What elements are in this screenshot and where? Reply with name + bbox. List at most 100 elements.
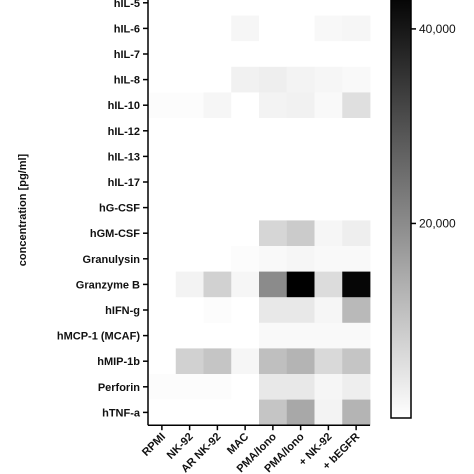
heatmap-cell	[259, 399, 288, 426]
heatmap-cell	[286, 374, 315, 400]
heatmap-cell	[342, 169, 371, 196]
row-label: Granzyme B	[76, 279, 140, 291]
heatmap-cell	[203, 348, 232, 375]
heatmap-cell	[286, 41, 315, 68]
colorbar: 20,000 40,000	[390, 0, 456, 419]
heatmap-cell	[175, 15, 204, 42]
heatmap-cell	[148, 194, 177, 221]
heatmap-cell	[314, 41, 343, 68]
heatmap-cell	[175, 271, 204, 298]
heatmap-cell	[203, 297, 232, 324]
heatmap-cell	[203, 0, 232, 16]
heatmap-cell	[286, 92, 315, 119]
heatmap-cell	[342, 348, 371, 375]
heatmap-cell	[175, 169, 204, 196]
heatmap-cell	[175, 220, 204, 247]
row-label: hMIP-1b	[97, 356, 140, 368]
heatmap-cell	[314, 15, 343, 42]
heatmap-cell	[259, 322, 288, 349]
heatmap-cell	[286, 66, 315, 93]
row-label: hIL-17	[108, 177, 140, 189]
heatmap-cell	[342, 246, 371, 272]
row-label: hIL-6	[114, 23, 140, 35]
heatmap-cell	[148, 297, 177, 324]
heatmap-cell	[148, 399, 177, 426]
heatmap-cell	[203, 41, 232, 68]
heatmap-cell	[314, 143, 343, 170]
heatmap-cell	[286, 194, 315, 221]
heatmap-cell	[259, 271, 288, 298]
heatmap-cell	[259, 143, 288, 170]
heatmap-cell	[175, 322, 204, 349]
heatmap-cell	[148, 15, 177, 42]
heatmap-cell	[286, 246, 315, 272]
heatmap-cell	[286, 15, 315, 42]
heatmap-cell	[231, 0, 260, 16]
heatmap-cell	[203, 169, 232, 196]
heatmap-cell	[175, 0, 204, 16]
heatmap-cell	[314, 194, 343, 221]
heatmap-cell	[203, 220, 232, 247]
heatmap-cell	[259, 92, 288, 119]
heatmap-cell	[231, 66, 260, 93]
heatmap-cell	[314, 399, 343, 426]
heatmap-cell	[286, 348, 315, 375]
heatmap-cell	[175, 41, 204, 68]
heatmap-cell	[231, 246, 260, 272]
heatmap-cell	[259, 297, 288, 324]
heatmap-cell	[314, 374, 343, 400]
row-label: hIL-5	[114, 0, 140, 10]
heatmap-cell	[148, 271, 177, 298]
heatmap-cell	[203, 15, 232, 42]
row-labels: hIL-5 hIL-6 hIL-7 hIL-8 hIL-10 hIL-12 hIL-13 hI…	[57, 0, 148, 419]
heatmap-cell	[203, 374, 232, 400]
heatmap-cell	[231, 374, 260, 400]
heatmap-cell	[342, 41, 371, 68]
heatmap-cell	[342, 15, 371, 42]
heatmap-cell	[231, 348, 260, 375]
heatmap-cell	[175, 118, 204, 144]
heatmap-cell	[259, 348, 288, 375]
heatmap-cell	[203, 118, 232, 144]
row-label: hIL-10	[108, 100, 140, 112]
heatmap-cell	[314, 246, 343, 272]
heatmap-cell	[286, 0, 315, 16]
heatmap-cell	[342, 271, 371, 298]
heatmap-cell	[259, 41, 288, 68]
heatmap-cell	[342, 118, 371, 144]
heatmap-cell	[203, 143, 232, 170]
heatmap-cell	[259, 66, 288, 93]
heatmap-cell	[175, 92, 204, 119]
heatmap-cell	[286, 271, 315, 298]
heatmap-cell	[314, 118, 343, 144]
heatmap-cell	[175, 66, 204, 93]
heatmap-cell	[148, 92, 177, 119]
row-label: hIL-8	[114, 75, 140, 87]
heatmap-cell	[286, 143, 315, 170]
heatmap-cell	[203, 246, 232, 272]
row-label: hIFN-g	[105, 305, 140, 317]
heatmap-cell	[175, 348, 204, 375]
heatmap-cell	[231, 271, 260, 298]
heatmap-cell	[314, 220, 343, 247]
heatmap-cell	[314, 348, 343, 375]
heatmap-cell	[259, 118, 288, 144]
heatmap-cell	[286, 169, 315, 196]
heatmap-cell	[148, 118, 177, 144]
heatmap-cell	[231, 143, 260, 170]
row-label: hIL-7	[114, 49, 140, 61]
heatmap-cell	[259, 194, 288, 221]
heatmap-cell	[175, 399, 204, 426]
heatmap-cell	[342, 399, 371, 426]
heatmap-cell	[148, 246, 177, 272]
heatmap-cell	[148, 143, 177, 170]
heatmap-cell	[342, 143, 371, 170]
y-axis-title: concentration [pg/ml]	[17, 153, 29, 266]
heatmap-cell	[314, 0, 343, 16]
heatmap-cell	[231, 399, 260, 426]
heatmap-cell	[175, 246, 204, 272]
heatmap-cell	[286, 220, 315, 247]
heatmap-cell	[231, 15, 260, 42]
